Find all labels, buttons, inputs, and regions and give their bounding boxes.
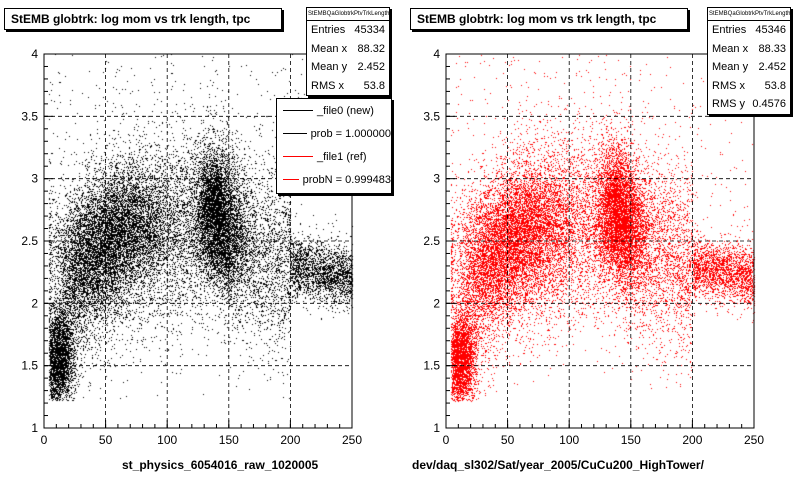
y-tick-label: 2.5 [21,234,38,248]
y-tick-label: 2 [433,296,440,310]
legend-line [283,156,313,157]
legend-item-prob: prob = 1.000000 [277,122,391,145]
y-tick-label: 1.5 [21,359,38,373]
x-tick-label: 200 [682,433,702,447]
x-tick-label: 250 [744,433,764,447]
y-tick-label: 3 [31,172,38,186]
stats-box-right: StEMBQaGlobtrkPtvTrkLength Entries 45346 … [707,7,791,115]
stats-row-mean-y: Mean y 2.452 [712,61,786,73]
y-tick-label: 3.5 [423,109,440,123]
x-axis-label-right: dev/daq_sl302/Sat/year_2005/CuCu200_High… [412,458,704,472]
stats-row-mean-y: Mean y 2.452 [311,61,385,73]
stats-row-mean-x: Mean x 88.33 [712,42,786,55]
legend-item-file1: _file1 (ref) [277,145,391,168]
legend-line [283,110,313,111]
y-tick-label: 1.5 [423,359,440,373]
chart-title-left: StEMB globtrk: log mom vs trk length, tp… [4,8,282,30]
x-tick-label: 100 [157,433,177,447]
chart-title-right: StEMB globtrk: log mom vs trk length, tp… [410,8,688,30]
stats-row-entries: Entries 45346 [712,24,786,36]
x-axis-label-left: st_physics_6054016_raw_1020005 [122,458,319,472]
stats-row-rms-x: RMS x 53.8 [712,79,786,92]
stats-box-left: StEMBQaGlobtrkPtvTrkLength Entries 45334 … [306,7,390,96]
y-tick-label: 2 [31,296,38,310]
y-tick-label: 2.5 [423,234,440,248]
legend-box: _file0 (new) prob = 1.000000 _file1 (ref… [276,98,392,194]
stats-row-mean-x: Mean x 88.32 [311,42,385,55]
x-tick-label: 0 [41,433,48,447]
x-tick-label: 250 [342,433,362,447]
x-tick-label: 150 [219,433,239,447]
legend-line [283,133,307,134]
y-tick-label: 1 [433,421,440,435]
y-tick-label: 3 [433,172,440,186]
y-tick-label: 4 [433,47,440,61]
x-tick-label: 150 [621,433,641,447]
x-tick-label: 50 [99,433,113,447]
stats-name: StEMBQaGlobtrkPtvTrkLength [708,8,790,21]
y-tick-label: 3.5 [21,109,38,123]
legend-item-probn: probN = 0.999483 [277,168,391,191]
stats-row-rms-y: RMS y 0.4576 [712,98,786,110]
x-tick-label: 100 [559,433,579,447]
legend-line [283,179,299,180]
stats-row-entries: Entries 45334 [311,24,385,36]
y-tick-label: 1 [31,421,38,435]
legend-item-file0: _file0 (new) [277,99,391,122]
y-tick-label: 4 [31,47,38,61]
stats-name: StEMBQaGlobtrkPtvTrkLength [307,8,389,21]
x-tick-label: 200 [280,433,300,447]
x-tick-label: 50 [501,433,515,447]
stats-row-rms-x: RMS x 53.8 [311,79,385,92]
x-tick-label: 0 [443,433,450,447]
